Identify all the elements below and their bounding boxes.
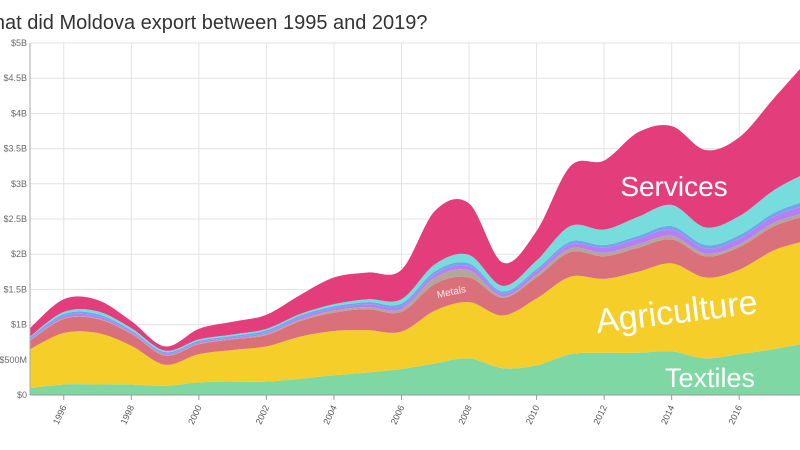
area-series-1[interactable] (30, 242, 800, 388)
y-tick-label: $5B (11, 38, 27, 48)
y-tick-label: $0 (17, 390, 27, 400)
y-tick-label: $1B (11, 320, 27, 330)
y-tick-label: $1.5B (3, 284, 27, 294)
x-tick-label: 2012 (591, 404, 609, 426)
x-tick-label: 2002 (254, 404, 272, 426)
x-tick-label: 2016 (726, 404, 744, 426)
area-series-group (30, 69, 800, 395)
x-tick-label: 2008 (456, 404, 474, 426)
x-tick-label: 1996 (51, 404, 69, 426)
x-tick-label: 2004 (321, 404, 339, 426)
x-tick-label: 2014 (659, 404, 677, 426)
y-tick-label: $3B (11, 179, 27, 189)
area-label-services: Services (620, 171, 727, 202)
y-tick-label: $4B (11, 108, 27, 118)
area-label-textiles: Textiles (665, 363, 755, 393)
x-tick-label: 2010 (524, 404, 542, 426)
y-tick-label: $2B (11, 249, 27, 259)
y-tick-label: $3.5B (3, 144, 27, 154)
y-tick-label: $2.5B (3, 214, 27, 224)
x-tick-label: 1998 (119, 404, 137, 426)
chart-title: What did Moldova export between 1995 and… (0, 12, 428, 34)
x-tick-label: 2000 (186, 404, 204, 426)
x-tick-label: 2006 (389, 404, 407, 426)
area-series-0[interactable] (30, 344, 800, 395)
y-tick-label: $4.5B (3, 73, 27, 83)
area-series-7[interactable] (30, 69, 800, 351)
y-tick-label: $500M (0, 355, 27, 365)
